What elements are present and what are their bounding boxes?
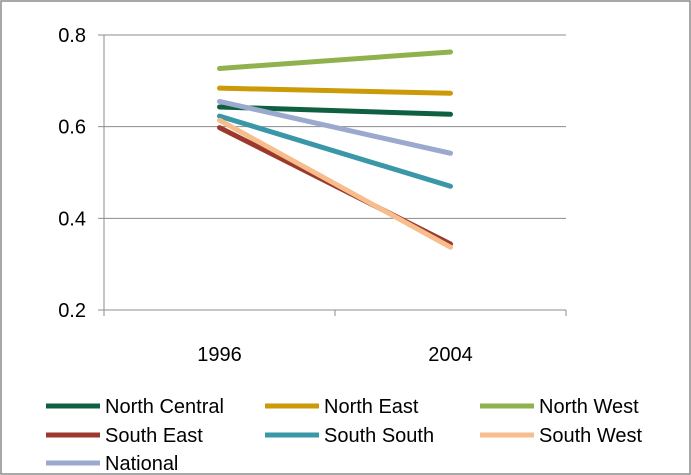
y-tick-label: 0.8 — [58, 25, 86, 47]
y-tick-label: 0.4 — [58, 208, 86, 230]
legend: North Central North East North West South E… — [46, 396, 642, 475]
series-lines — [217, 49, 453, 250]
legend-label-south-west: South West — [539, 425, 642, 447]
x-tick-label: 1996 — [197, 344, 242, 366]
series-line-north-east — [217, 85, 453, 96]
legend-label-south-south: South South — [324, 425, 434, 447]
y-tick-label: 0.6 — [58, 117, 86, 139]
series-line-north-west — [217, 49, 453, 71]
series-line-national — [217, 98, 453, 156]
legend-label-north-west: North West — [539, 396, 639, 418]
series-line-south-west — [217, 117, 453, 250]
legend-label-national: National — [105, 453, 178, 475]
legend-label-north-east: North East — [324, 396, 419, 418]
y-tick-labels: 0.2 0.4 0.6 0.8 — [58, 25, 86, 322]
legend-label-north-central: North Central — [105, 396, 224, 418]
x-tick-labels: 1996 2004 — [197, 344, 473, 366]
axes — [98, 34, 567, 316]
series-line-south-south — [217, 113, 453, 189]
legend-label-south-east: South East — [105, 425, 203, 447]
y-tick-label: 0.2 — [58, 300, 86, 322]
x-tick-label: 2004 — [428, 344, 473, 366]
